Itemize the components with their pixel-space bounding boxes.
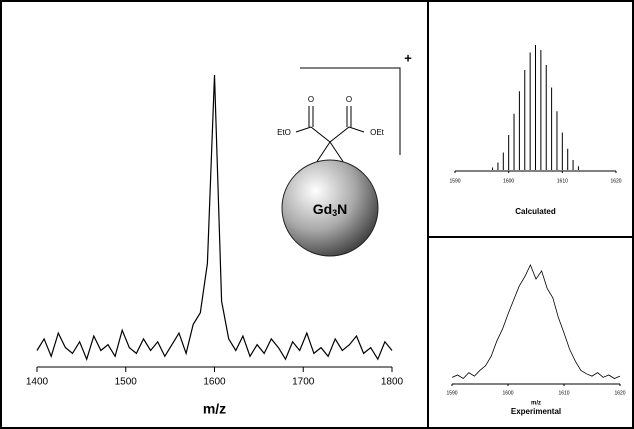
panel-title: Calculated	[515, 207, 556, 216]
spectrum-line	[36, 74, 393, 361]
spectrum-line	[451, 264, 621, 380]
group-label: OEt	[370, 128, 385, 137]
bond	[329, 126, 350, 143]
molecule	[281, 67, 401, 257]
x-tick-label: 1600	[503, 178, 514, 184]
x-tick-label: 1500	[115, 377, 138, 388]
x-tick-label: 1620	[610, 178, 621, 184]
bond	[310, 126, 331, 143]
x-tick-label: 1800	[381, 377, 404, 388]
bond	[315, 141, 331, 164]
x-tick-label: 1610	[557, 178, 568, 184]
bond	[295, 126, 312, 133]
core-suffix: N	[337, 201, 347, 217]
bracket	[300, 67, 401, 155]
x-tick-label: 1400	[26, 377, 49, 388]
core: Gd	[313, 201, 332, 217]
panel-title: Experimental	[511, 407, 561, 416]
x-tick-label: 1590	[449, 178, 460, 184]
x-tick-label: 1600	[203, 377, 226, 388]
atom-label: O	[308, 95, 314, 104]
x-axis-label: m/z	[531, 401, 541, 407]
core-label: Gd3N	[313, 201, 348, 219]
cage	[281, 159, 379, 257]
group-label: EtO	[277, 128, 291, 137]
charge: +	[404, 50, 412, 65]
x-tick-label: 1620	[614, 390, 625, 396]
x-tick-label: 1610	[558, 390, 569, 396]
bond	[348, 126, 365, 133]
bond	[329, 141, 345, 164]
core-subscript: 3	[332, 208, 337, 218]
x-tick-label: 1590	[446, 390, 457, 396]
x-axis-label: m/z	[203, 401, 226, 417]
x-tick-label: 1700	[292, 377, 315, 388]
x-tick-label: 1600	[502, 390, 513, 396]
atom-label: O	[346, 95, 352, 104]
